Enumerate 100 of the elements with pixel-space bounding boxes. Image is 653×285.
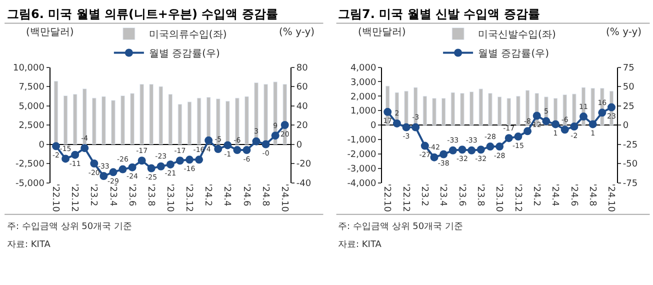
- legend-label: 미국의류수입(좌): [148, 30, 227, 41]
- bar: [516, 96, 520, 126]
- bar: [432, 98, 436, 126]
- bar: [404, 90, 408, 126]
- x-tick-label: '24.6: [568, 184, 578, 207]
- y2-tick-label: -25: [622, 140, 638, 150]
- x-tick-label: '23.12: [184, 184, 194, 212]
- y-tick-label: -4,000: [347, 178, 376, 189]
- x-tick-label: '23.2: [418, 184, 429, 206]
- bar: [506, 98, 511, 126]
- bar: [196, 98, 202, 144]
- text: 주: 수입금액 상위 50개국 기준: [7, 222, 132, 232]
- point: [542, 117, 550, 126]
- y-tick-label: 5,000: [18, 102, 45, 112]
- y2-tick-label: -75: [622, 178, 638, 189]
- bar: [130, 93, 134, 144]
- y-tick-label: -2,500: [15, 160, 45, 170]
- text: 자료: KITA: [338, 240, 382, 250]
- point: [412, 123, 420, 132]
- x-tick-label: '23.2: [88, 184, 98, 206]
- bar: [235, 98, 240, 144]
- x-tick-label: '22.10: [382, 184, 392, 212]
- point: [156, 162, 165, 170]
- point: [204, 136, 213, 144]
- y-tick-label: -5,000: [15, 178, 45, 189]
- point: [384, 108, 392, 116]
- point: [186, 156, 194, 164]
- x-tick-label: '24.4: [222, 184, 232, 207]
- point: [570, 122, 578, 131]
- y-tick-label: 1,000: [350, 106, 376, 117]
- x-tick-label: '23.12: [512, 184, 522, 212]
- point: [128, 163, 136, 172]
- y2-tick-label: 75: [622, 63, 634, 74]
- x-tick-label: '22.12: [69, 184, 80, 212]
- bar: [82, 88, 87, 144]
- y2-axis-title: (% y-y): [279, 27, 315, 38]
- point: [448, 146, 457, 154]
- point: [588, 120, 597, 128]
- point: [514, 132, 522, 141]
- point: [90, 160, 98, 168]
- point: [176, 156, 184, 165]
- bar: [497, 96, 502, 126]
- y-tick-label: -1,000: [347, 136, 376, 146]
- x-tick-label: '24.10: [278, 184, 289, 212]
- y-tick-label: 7,500: [18, 82, 45, 93]
- point: [214, 145, 222, 154]
- point: [504, 134, 513, 142]
- bar: [216, 98, 220, 144]
- point: [100, 172, 108, 180]
- x-tick-label: '23.4: [438, 184, 448, 207]
- y2-tick-label: 40: [296, 102, 308, 112]
- point: [109, 168, 118, 176]
- y-axis-title: (백만달러): [358, 27, 406, 38]
- x-tick-label: '23.8: [474, 184, 485, 207]
- point: [598, 108, 606, 117]
- y2-tick-label: -20: [296, 160, 312, 170]
- y2-tick-label: -50: [622, 160, 638, 170]
- point: [280, 121, 289, 129]
- point: [524, 127, 532, 136]
- x-tick-label: '23.8: [145, 184, 156, 207]
- bar: [102, 96, 106, 144]
- point: [476, 146, 485, 154]
- y-tick-label: 2,000: [350, 92, 376, 102]
- point: [71, 150, 80, 159]
- x-tick-label: '23.6: [126, 184, 136, 207]
- point: [440, 150, 448, 158]
- y-tick-label: 2,500: [18, 121, 45, 132]
- y2-tick-label: 80: [296, 63, 308, 74]
- y-tick-label: 0: [370, 121, 376, 132]
- point: [271, 132, 280, 140]
- x-tick-label: '24.8: [260, 184, 270, 207]
- point: [262, 140, 270, 148]
- bar: [149, 84, 154, 144]
- x-tick-label: '23.6: [456, 184, 466, 207]
- bar: [187, 102, 192, 144]
- point: [195, 156, 204, 164]
- point: [233, 146, 242, 154]
- bar: [562, 94, 567, 126]
- chart-title: 그림6. 미국 월별 의류(니트+우븐) 수입액 증감률: [7, 7, 278, 21]
- bar: [488, 92, 492, 126]
- point: [468, 146, 476, 154]
- x-tick-label: '24.2: [530, 184, 541, 206]
- y2-tick-label: 25: [622, 102, 634, 112]
- bar: [422, 96, 428, 126]
- point: [552, 120, 560, 128]
- bar: [413, 87, 418, 126]
- point: [392, 119, 401, 128]
- x-tick-label: '23.4: [107, 184, 118, 207]
- bar: [111, 100, 116, 144]
- bar: [63, 95, 68, 144]
- bar: [450, 92, 456, 126]
- legend-label: 월별 증감률(우): [148, 48, 220, 60]
- x-tick-label: '23.10: [164, 184, 175, 212]
- point: [607, 103, 616, 112]
- x-tick-label: '24.6: [240, 184, 251, 207]
- point: [52, 142, 60, 150]
- bar: [158, 86, 164, 144]
- point: [402, 123, 410, 132]
- point: [80, 144, 89, 152]
- point: [560, 126, 569, 134]
